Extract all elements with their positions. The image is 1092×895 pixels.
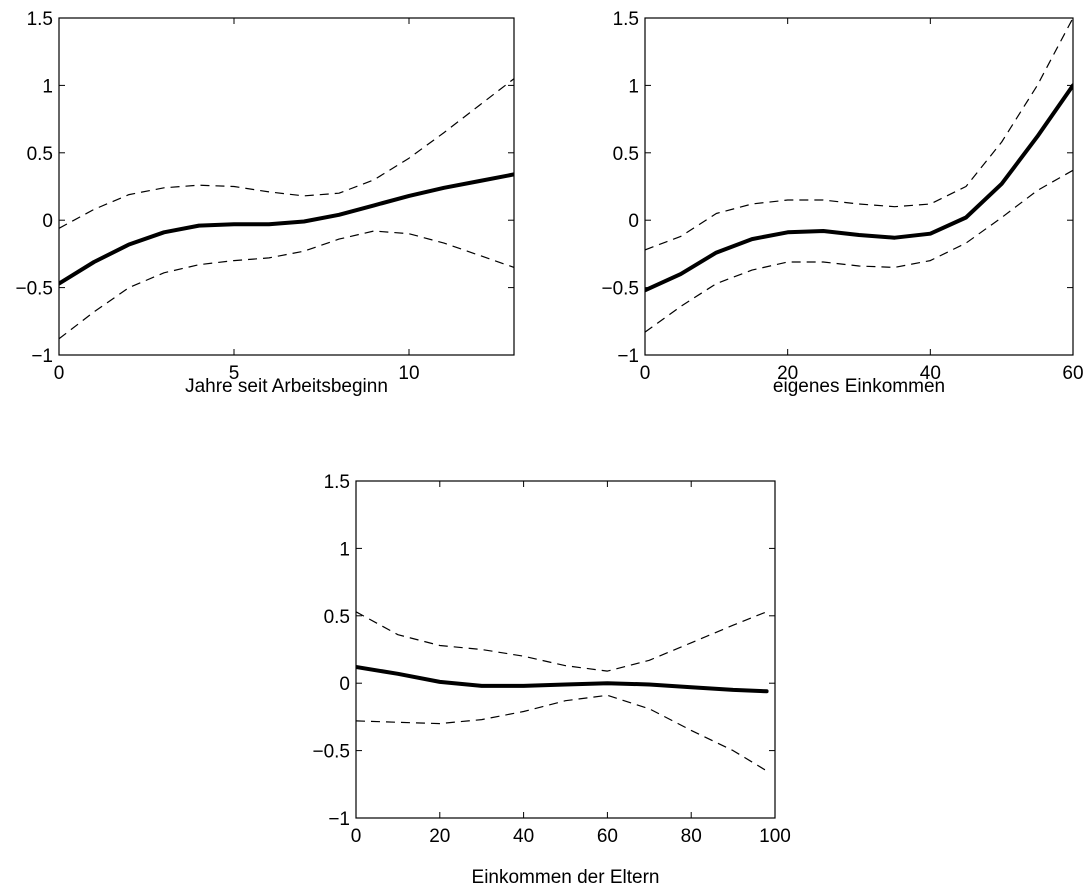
x-tick-label: 60	[1062, 363, 1083, 384]
x-tick-label: 0	[640, 363, 651, 384]
x-tick-label: 80	[681, 826, 702, 847]
y-tick-label: 0	[628, 211, 639, 232]
plot-frame	[644, 17, 1074, 356]
chart-panel-2: 0 20 40 60 −1 −0.5 0 0.5 1 1.5 eigenes Einkommen	[601, 9, 1083, 397]
y-tick-label: −1	[328, 809, 350, 830]
y-tick-label: 0	[42, 211, 53, 232]
x-axis-label: Jahre seit Arbeitsbeginn	[185, 376, 388, 397]
confidence-band-line	[59, 230, 514, 340]
confidence-band-line	[645, 18, 1073, 251]
y-tick-label: −1	[31, 346, 53, 367]
y-tick-label: 1	[628, 76, 639, 97]
y-tick-label: 1	[42, 76, 53, 97]
x-tick-label: 0	[351, 826, 362, 847]
series-group	[356, 611, 769, 772]
x-tick-label: 5	[229, 363, 240, 384]
estimate-line	[645, 83, 1073, 293]
y-tick-label: 1	[339, 539, 350, 560]
estimate-line	[356, 665, 769, 694]
y-tick-label: 0.5	[613, 144, 639, 165]
y-tick-label: 0.5	[27, 144, 53, 165]
chart-panel-1: 0 5 10 −1 −0.5 0 0.5 1 1.5 Jahre seit Arbeitsbegi…	[15, 9, 515, 397]
x-axis-label: eigenes Einkommen	[773, 376, 945, 397]
estimate-line	[59, 172, 514, 286]
x-axis-label: Einkommen der Eltern	[472, 867, 660, 888]
confidence-band-line	[645, 169, 1073, 333]
y-tick-label: 0	[339, 674, 350, 695]
x-tick-label: 60	[597, 826, 618, 847]
y-tick-label: 1.5	[613, 9, 639, 30]
x-tick-label: 0	[54, 363, 65, 384]
x-tick-label: 20	[429, 826, 450, 847]
x-tick-label: 10	[398, 363, 419, 384]
y-tick-label: −0.5	[15, 279, 53, 300]
x-tick-label: 40	[513, 826, 534, 847]
x-tick-label: 100	[759, 826, 791, 847]
confidence-band-line	[356, 694, 767, 772]
series-group	[59, 78, 514, 340]
y-tick-label: 0.5	[324, 607, 350, 628]
plot-frame	[58, 17, 515, 356]
series-group	[645, 18, 1073, 333]
y-tick-label: 1.5	[27, 9, 53, 30]
x-tick-label: 20	[777, 363, 798, 384]
y-tick-label: −0.5	[601, 279, 639, 300]
y-tick-label: −1	[617, 346, 639, 367]
y-tick-label: −0.5	[312, 742, 350, 763]
y-tick-label: 1.5	[324, 472, 350, 493]
plot-frame	[355, 480, 776, 819]
chart-panel-3: 0 20 40 60 80 100 −1 −0.5 0 0.5 1 1.5 Einkommen der …	[312, 472, 790, 888]
confidence-band-line	[356, 611, 767, 672]
confidence-band-line	[59, 78, 514, 229]
x-tick-label: 40	[920, 363, 941, 384]
